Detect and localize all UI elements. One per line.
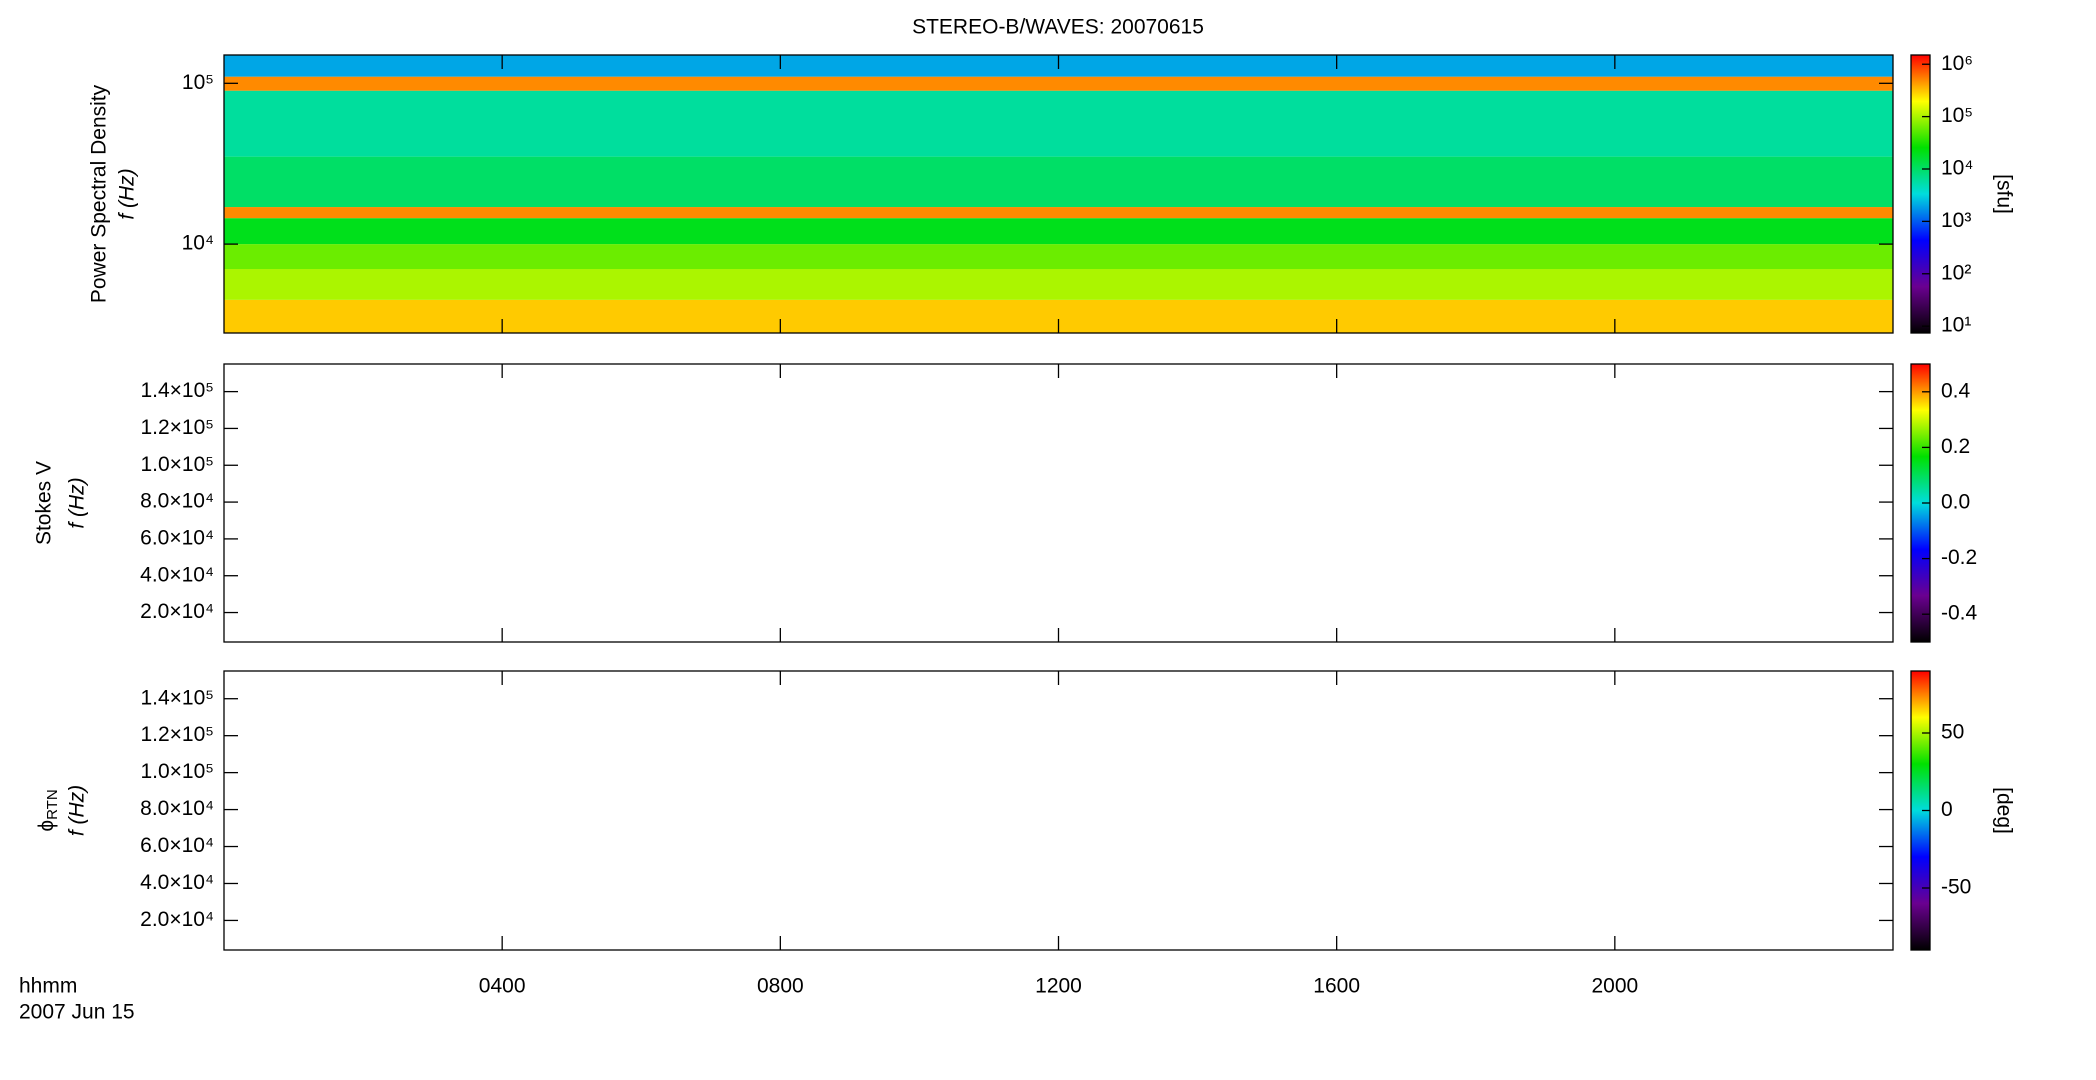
heatmap-band	[224, 76, 1893, 91]
colorbar-label: [deg]	[1992, 787, 2015, 834]
colorbar-tick-label: -0.2	[1941, 546, 1977, 569]
colorbar-tick-label: 0.4	[1941, 379, 1971, 402]
plot-frame	[223, 670, 1894, 951]
y-axis-symbol: ϕ	[35, 820, 58, 832]
x-axis-label: hhmm	[19, 975, 77, 998]
colorbar-tick-label: -50	[1941, 876, 1971, 899]
y-tick-label: 2.0×10⁴	[140, 908, 214, 931]
y-tick-label: 1.4×10⁵	[140, 686, 214, 709]
x-tick-label: 2000	[1591, 975, 1638, 998]
chart-title: STEREO-B/WAVES: 20070615	[912, 16, 1204, 39]
y-tick-label: 1.4×10⁵	[140, 379, 214, 402]
y-tick-label: 1.0×10⁵	[140, 453, 214, 476]
date-label: 2007 Jun 15	[19, 1001, 135, 1024]
colorbar-tick-label: 0.0	[1941, 491, 1970, 514]
colorbar-tick-label: 0	[1941, 798, 1953, 821]
colorbar-tick-label: 10¹	[1941, 314, 1971, 337]
colorbar-tick-label: 10³	[1941, 209, 1971, 232]
heatmap-band	[224, 269, 1893, 300]
y-tick-label: 4.0×10⁴	[140, 563, 214, 586]
y-tick-label: 1.0×10⁵	[140, 760, 214, 783]
heatmap-band	[224, 218, 1893, 245]
y-axis-unit: f (Hz)	[116, 168, 139, 219]
heatmap-band	[224, 244, 1893, 270]
y-tick-label: 1.2×10⁵	[140, 723, 214, 746]
x-tick-label: 1200	[1035, 975, 1082, 998]
y-tick-label: 1.2×10⁵	[140, 416, 214, 439]
y-tick-label: 8.0×10⁴	[140, 490, 214, 513]
colorbar-tick-label: 10⁴	[1941, 157, 1973, 180]
x-tick-label: 1600	[1313, 975, 1360, 998]
colorbar-tick-label: 10²	[1941, 261, 1971, 284]
y-tick-label: 10⁴	[182, 232, 214, 255]
y-tick-label: 10⁵	[182, 71, 214, 94]
y-tick-label: 4.0×10⁴	[140, 871, 214, 894]
heatmap-band	[224, 156, 1893, 208]
colorbar-tick-label: -0.4	[1941, 602, 1978, 625]
colorbar-tick-label: 10⁵	[1941, 104, 1973, 127]
heatmap-band	[224, 90, 1893, 157]
y-tick-label: 2.0×10⁴	[140, 600, 214, 623]
y-axis-label: ϕRTN	[35, 789, 61, 831]
y-axis-label: Stokes V	[33, 461, 56, 545]
y-tick-label: 6.0×10⁴	[140, 834, 214, 857]
y-axis-unit: f (Hz)	[66, 785, 89, 836]
heatmap-band	[224, 207, 1893, 219]
y-tick-label: 6.0×10⁴	[140, 526, 214, 549]
y-tick-label: 8.0×10⁴	[140, 797, 214, 820]
x-tick-label: 0400	[479, 975, 526, 998]
y-axis-subscript: RTN	[44, 789, 61, 820]
y-axis-unit: f (Hz)	[66, 477, 89, 528]
plot-frame	[223, 363, 1894, 643]
colorbar	[1910, 54, 1931, 334]
colorbar-tick-label: 10⁶	[1941, 52, 1973, 75]
x-tick-label: 0800	[757, 975, 804, 998]
y-axis-label: Power Spectral Density	[88, 84, 111, 303]
colorbar-label: [sfu]	[1992, 174, 2015, 214]
colorbar-tick-label: 0.2	[1941, 435, 1970, 458]
colorbar-tick-label: 50	[1941, 721, 1964, 744]
